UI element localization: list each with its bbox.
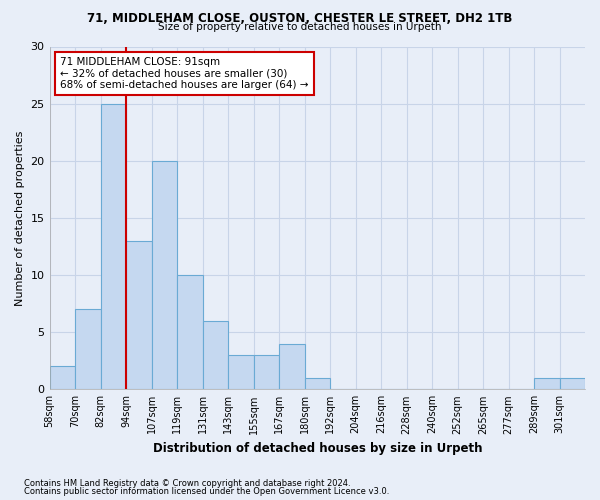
Bar xyxy=(279,344,305,390)
Bar xyxy=(101,104,126,390)
Bar xyxy=(177,275,203,390)
Bar xyxy=(305,378,330,390)
Bar xyxy=(152,161,177,390)
Bar xyxy=(254,355,279,390)
Bar xyxy=(50,366,75,390)
X-axis label: Distribution of detached houses by size in Urpeth: Distribution of detached houses by size … xyxy=(152,442,482,455)
Text: Size of property relative to detached houses in Urpeth: Size of property relative to detached ho… xyxy=(158,22,442,32)
Text: Contains public sector information licensed under the Open Government Licence v3: Contains public sector information licen… xyxy=(24,487,389,496)
Bar xyxy=(203,320,228,390)
Y-axis label: Number of detached properties: Number of detached properties xyxy=(15,130,25,306)
Bar xyxy=(228,355,254,390)
Text: 71, MIDDLEHAM CLOSE, OUSTON, CHESTER LE STREET, DH2 1TB: 71, MIDDLEHAM CLOSE, OUSTON, CHESTER LE … xyxy=(88,12,512,26)
Bar xyxy=(75,310,101,390)
Text: Contains HM Land Registry data © Crown copyright and database right 2024.: Contains HM Land Registry data © Crown c… xyxy=(24,478,350,488)
Bar xyxy=(560,378,585,390)
Bar xyxy=(534,378,560,390)
Text: 71 MIDDLEHAM CLOSE: 91sqm
← 32% of detached houses are smaller (30)
68% of semi-: 71 MIDDLEHAM CLOSE: 91sqm ← 32% of detac… xyxy=(60,57,309,90)
Bar xyxy=(126,241,152,390)
